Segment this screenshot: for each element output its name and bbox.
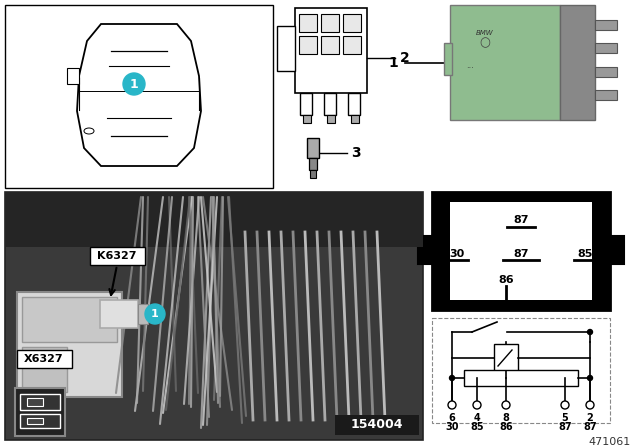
Bar (299, 14, 317, 32)
Bar (17, 350, 72, 368)
Bar (277, 26, 295, 71)
Bar (432, 192, 610, 310)
Polygon shape (77, 24, 201, 166)
Bar (310, 170, 316, 178)
Text: ○: ○ (479, 36, 490, 49)
Bar (22, 297, 117, 342)
Ellipse shape (84, 128, 94, 134)
Bar (418, 236, 434, 264)
Bar (335, 415, 419, 435)
Circle shape (473, 401, 481, 409)
Text: 2: 2 (400, 51, 410, 65)
Bar (5, 192, 423, 247)
Text: BMW: BMW (476, 30, 494, 36)
Bar (321, 36, 339, 54)
Text: 87: 87 (513, 249, 529, 259)
Bar (464, 370, 578, 386)
Text: 85: 85 (577, 249, 593, 259)
Circle shape (449, 375, 454, 380)
Text: 1: 1 (151, 309, 159, 319)
Bar (307, 138, 319, 158)
Bar (20, 414, 60, 428)
Text: ...: ... (466, 60, 474, 69)
Bar (5, 5, 273, 188)
Bar (348, 93, 360, 115)
Bar (343, 36, 361, 54)
Circle shape (561, 401, 569, 409)
Circle shape (588, 329, 593, 335)
Bar (444, 43, 452, 75)
Bar (595, 90, 617, 100)
Text: 8: 8 (502, 413, 509, 423)
Text: 1: 1 (130, 78, 138, 90)
Bar (432, 318, 610, 423)
Circle shape (448, 401, 456, 409)
Bar (327, 115, 335, 123)
Bar (351, 115, 359, 123)
Bar (450, 202, 592, 300)
Text: X6327: X6327 (24, 354, 64, 364)
Bar (20, 394, 60, 410)
Text: 471061: 471061 (589, 437, 631, 447)
Text: 6: 6 (449, 413, 456, 423)
Circle shape (145, 304, 165, 324)
Bar (138, 304, 148, 324)
Bar (560, 5, 595, 120)
Bar (595, 67, 617, 77)
Text: 85: 85 (470, 422, 484, 432)
Text: 2: 2 (587, 413, 593, 423)
Bar (5, 192, 423, 440)
Bar (100, 300, 138, 328)
Bar (494, 344, 518, 372)
Bar (343, 14, 361, 32)
Bar (17, 292, 122, 397)
Text: 5: 5 (562, 413, 568, 423)
Text: 30: 30 (445, 422, 459, 432)
Bar (27, 418, 43, 424)
Text: 30: 30 (449, 249, 465, 259)
Text: K6327: K6327 (97, 251, 137, 261)
Bar (90, 247, 145, 265)
Bar (321, 14, 339, 32)
Circle shape (588, 375, 593, 380)
Text: 4: 4 (474, 413, 481, 423)
Text: 87: 87 (513, 215, 529, 225)
Bar (309, 158, 317, 170)
Bar (22, 347, 67, 392)
Bar (67, 68, 79, 84)
Text: 1: 1 (388, 56, 398, 70)
Bar (324, 93, 336, 115)
Bar (595, 20, 617, 30)
Text: 87: 87 (583, 422, 597, 432)
Bar (608, 236, 624, 264)
Text: 87: 87 (558, 422, 572, 432)
Text: 86: 86 (498, 275, 514, 285)
Bar (450, 5, 560, 120)
Text: 3: 3 (351, 146, 360, 160)
Bar (300, 93, 312, 115)
Bar (299, 36, 317, 54)
Circle shape (502, 401, 510, 409)
Circle shape (586, 401, 594, 409)
Bar (595, 43, 617, 53)
Bar (303, 115, 311, 123)
Bar (27, 398, 43, 406)
Text: 154004: 154004 (351, 418, 403, 431)
Bar (15, 388, 65, 436)
Bar (295, 8, 367, 93)
Circle shape (123, 73, 145, 95)
Text: 86: 86 (499, 422, 513, 432)
